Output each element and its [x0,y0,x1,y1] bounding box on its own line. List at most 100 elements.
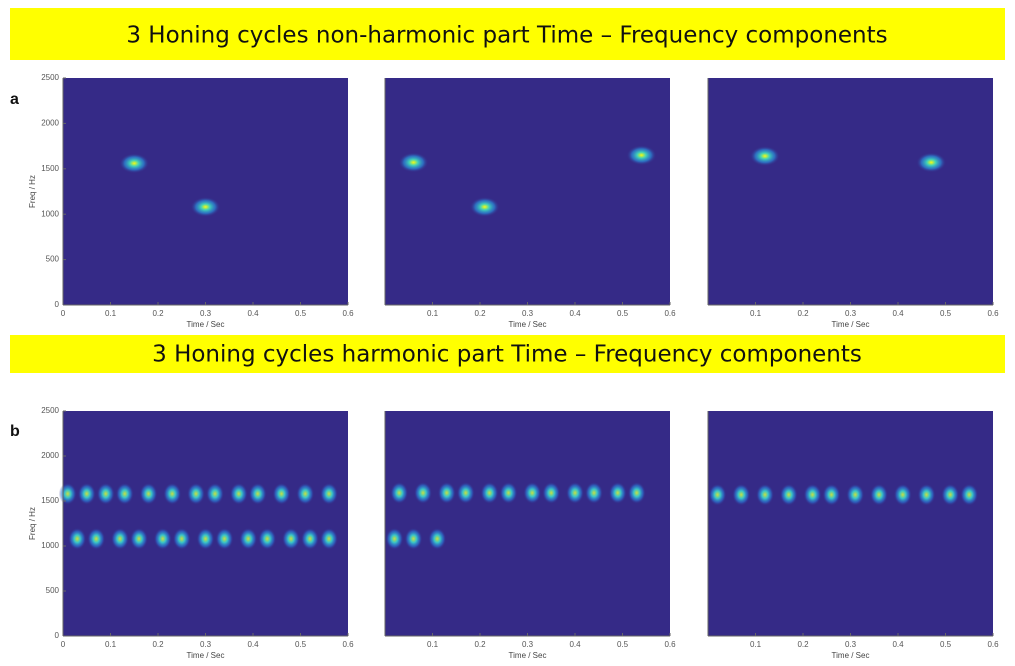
x-tick-label: 0.5 [295,640,307,649]
spectral-peak [115,482,134,505]
spectral-peak [456,481,475,504]
x-tick-label: 0.2 [797,309,809,318]
y-tick-label: 2500 [41,73,59,82]
x-tick-label: 0.6 [987,309,999,318]
spectral-peak [119,153,150,174]
y-tick-label: 1500 [41,164,59,173]
spectral-peak [566,481,584,504]
spectral-peak [398,152,429,173]
spectral-peak [523,481,542,504]
spectral-peak [480,481,499,504]
x-tick-label: 0.1 [750,640,762,649]
y-tick-label: 2000 [41,119,59,128]
spectral-peak [172,527,191,550]
spectral-peak [130,527,148,550]
spectral-peak [627,481,646,504]
spectral-peak [190,196,221,217]
x-tick-label: 0.3 [200,640,212,649]
x-axis-label: Time / Sec [187,320,225,329]
x-tick-label: 0 [61,309,66,318]
spectral-peak [320,482,338,505]
x-tick-label: 0.4 [569,640,581,649]
spectral-peak [917,483,936,506]
spectral-peak [282,527,300,550]
x-tick-label: 0.3 [845,309,857,318]
spectral-peak [916,152,947,173]
x-tick-label: 0.3 [522,309,534,318]
banner-title: 3 Honing cycles non-harmonic part Time –… [126,23,887,49]
spectral-peak [960,483,979,506]
spectral-peak [414,481,432,504]
x-tick-label: 0.5 [940,309,952,318]
x-tick-label: 0.4 [247,640,259,649]
spectral-peak [163,482,182,505]
spectral-peak [708,483,727,506]
x-tick-label: 0 [61,640,66,649]
x-axis-label: Time / Sec [832,320,870,329]
spectral-peak [542,481,561,504]
y-axis-label: Freq / Hz [28,507,37,540]
x-tick-label: 0.2 [474,640,486,649]
x-axis-label: Time / Sec [509,651,547,660]
spectral-peak [437,481,456,504]
spectral-peak [153,527,172,550]
spectral-peak [822,483,841,506]
x-axis-label: Time / Sec [832,651,870,660]
plot-area [708,411,993,636]
y-tick-label: 1000 [41,209,59,218]
x-tick-label: 0.6 [664,309,676,318]
spectral-peak [732,483,751,506]
y-tick-label: 500 [46,586,60,595]
spectral-peak [215,527,234,550]
spectral-peak [320,527,338,550]
spectral-peak [608,481,627,504]
spectral-peak [206,482,224,505]
x-tick-label: 0.4 [892,309,904,318]
spectral-peak [139,482,158,505]
x-tick-label: 0.4 [247,309,259,318]
plot-area [63,411,348,636]
spectral-peak [585,481,603,504]
x-tick-label: 0.2 [152,309,164,318]
spectral-peak [626,145,657,166]
y-tick-label: 0 [55,631,60,640]
spectral-peak [87,527,106,550]
x-tick-label: 0.3 [200,309,212,318]
x-tick-label: 0.6 [342,640,354,649]
x-tick-label: 0.3 [522,640,534,649]
x-tick-label: 0.1 [427,640,439,649]
spectral-peak [803,483,822,506]
x-tick-label: 0.2 [797,640,809,649]
spectral-peak [499,481,518,504]
banner-title: 3 Honing cycles harmonic part Time – Fre… [152,342,862,368]
spectral-peak [846,483,865,506]
y-tick-label: 2000 [41,451,59,460]
x-axis-label: Time / Sec [509,320,547,329]
y-tick-label: 2500 [41,406,59,415]
spectral-peak [428,527,447,550]
spectral-peak [750,146,780,167]
spectral-peak [893,483,912,506]
spectral-peak [870,483,888,506]
banner [10,8,1005,60]
spectral-peak [296,482,315,505]
x-tick-label: 0.3 [845,640,857,649]
plot-area [63,78,348,305]
plot-area [385,411,670,636]
spectral-peak [187,482,205,505]
x-tick-label: 0.1 [105,309,117,318]
spectral-peak [756,483,774,506]
spectral-peak [941,483,960,506]
spectral-peak [385,527,404,550]
banner [10,335,1005,373]
spectral-peak [68,527,87,550]
x-tick-label: 0.6 [987,640,999,649]
x-tick-label: 0.4 [892,640,904,649]
x-tick-label: 0.6 [342,309,354,318]
panel-label: a [10,91,19,108]
x-tick-label: 0.2 [152,640,164,649]
spectral-peak [301,527,319,550]
spectral-peak [239,527,258,550]
plot-area [385,78,670,305]
